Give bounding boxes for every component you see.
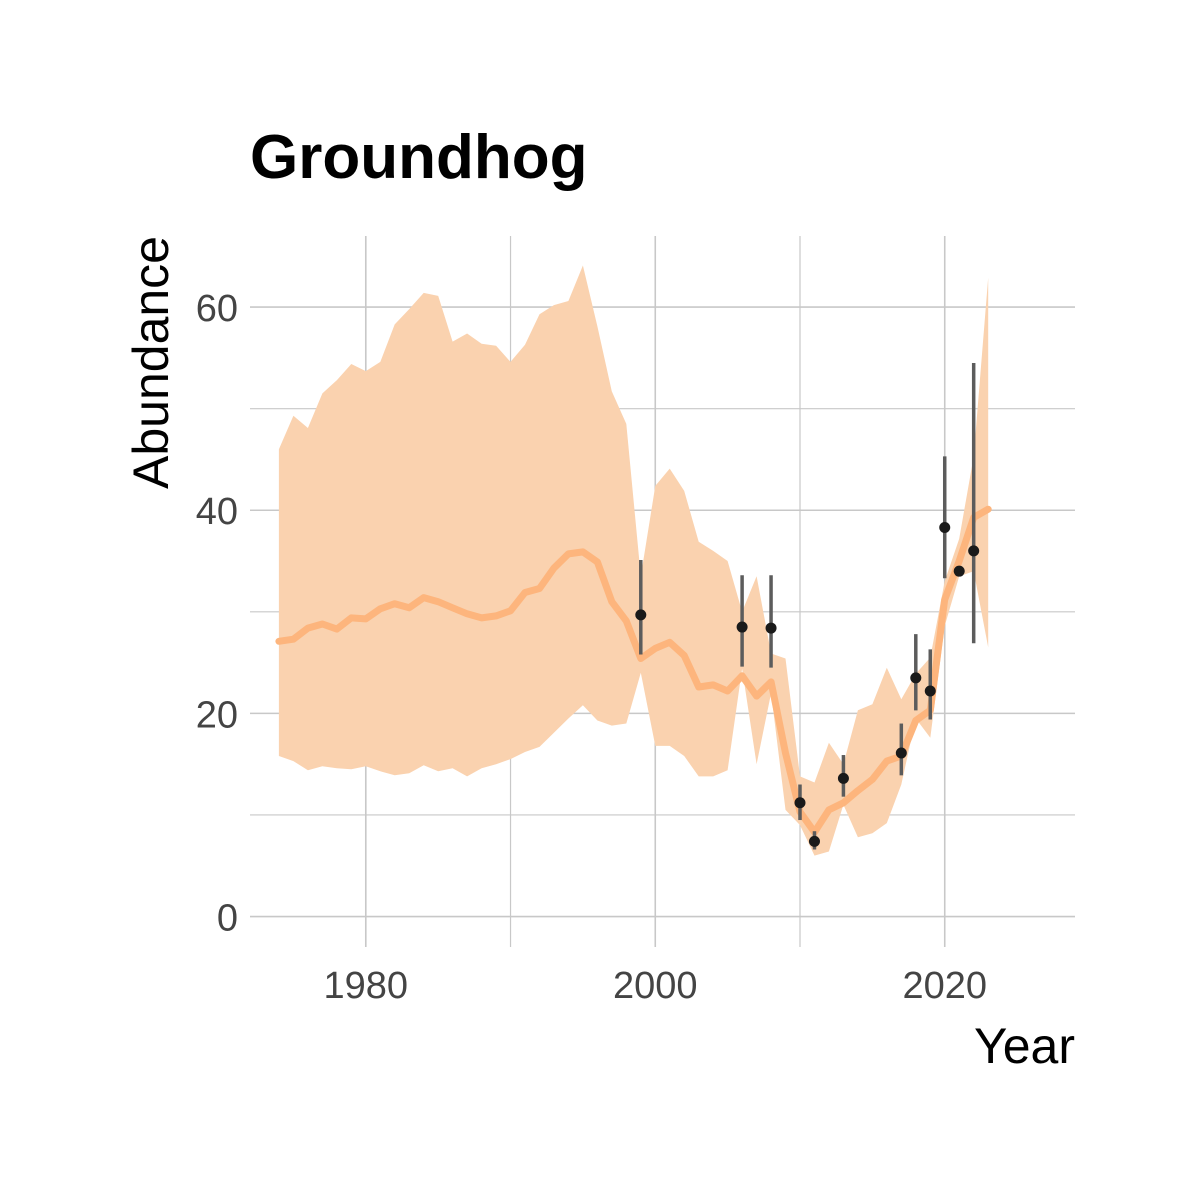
- observation-points-layer: [635, 522, 980, 847]
- observation-point: [924, 685, 936, 697]
- x-tick-label: 1980: [324, 965, 409, 1007]
- confidence-band-layer: [278, 265, 989, 856]
- observation-point: [837, 772, 849, 784]
- x-tick-label: 2020: [902, 965, 987, 1007]
- y-tick-label: 60: [196, 288, 238, 330]
- x-axis-title: Year: [974, 1018, 1075, 1074]
- y-axis-ticks: 0 20 40 60: [196, 288, 238, 939]
- observation-point: [895, 747, 907, 759]
- y-tick-label: 20: [196, 694, 238, 736]
- abundance-trend-line: [275, 505, 992, 836]
- chart-title: Groundhog: [250, 123, 587, 192]
- observation-point: [765, 622, 777, 634]
- observation-point: [968, 545, 980, 557]
- observation-point: [910, 672, 922, 684]
- observation-point: [794, 797, 806, 809]
- observation-point: [635, 609, 647, 621]
- confidence-ribbon: [278, 265, 989, 856]
- observation-point: [736, 621, 748, 633]
- y-axis-title: Abundance: [123, 236, 179, 489]
- observation-point: [953, 565, 965, 577]
- observation-point: [939, 522, 951, 534]
- trend-line-layer: [275, 505, 992, 836]
- observation-point: [808, 835, 820, 847]
- x-tick-label: 2000: [613, 965, 698, 1007]
- x-axis-ticks: 1980 2000 2020: [324, 965, 987, 1007]
- y-tick-label: 40: [196, 491, 238, 533]
- y-tick-label: 0: [217, 898, 238, 940]
